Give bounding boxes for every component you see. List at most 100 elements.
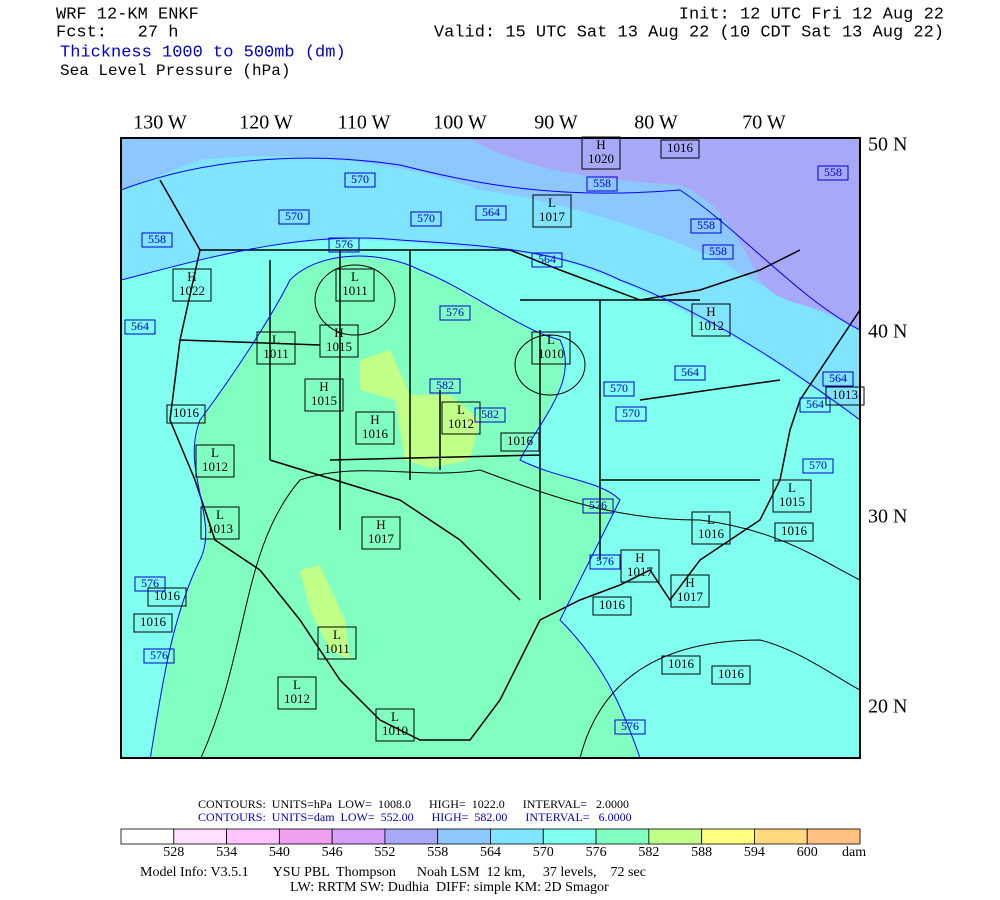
pressure-value: 1015 (311, 393, 337, 408)
field-582 (360, 350, 480, 468)
thickness-label: 558 (148, 232, 166, 246)
pressure-type: L (548, 195, 556, 210)
colorbar-label: 540 (269, 845, 290, 860)
colorbar-label: 564 (480, 845, 501, 860)
header-left: Fcst: 27 h (56, 23, 178, 42)
pressure-box (172, 268, 212, 302)
map-fields (121, 138, 860, 758)
colorbar-label: 576 (586, 845, 607, 860)
pressure-box (317, 626, 357, 660)
colorbar-label: 570 (533, 845, 554, 860)
colorbar-label: 534 (216, 845, 237, 860)
thickness-box (582, 498, 614, 514)
colorbar-label: 582 (638, 845, 659, 860)
pressure-value: 1011 (342, 283, 368, 298)
pressure-type: L (707, 512, 715, 527)
pressure-value: 1010 (538, 346, 564, 361)
pressure-type: H (596, 137, 605, 152)
pressure-value: 1012 (448, 416, 474, 431)
pressure-box (304, 378, 344, 412)
field-552 (470, 138, 860, 330)
thickness-contours (121, 157, 860, 758)
field-558 (121, 138, 860, 330)
pressure-value: 1016 (362, 426, 389, 441)
pressure-value: 1022 (179, 283, 205, 298)
thickness-box (410, 211, 442, 227)
pressure-value: 1020 (588, 151, 614, 166)
lon-label: 120 W (239, 112, 293, 134)
pressure-value: 1017 (677, 589, 704, 604)
pressure-box (147, 587, 187, 607)
color-swatch (278, 828, 333, 845)
thickness-box (475, 205, 507, 221)
pressure-box (825, 386, 865, 406)
pressure-value: 1015 (779, 494, 805, 509)
thickness-label: 570 (285, 209, 303, 223)
thickness-box (799, 397, 831, 413)
thickness-box (615, 406, 647, 422)
thickness-label: 576 (589, 498, 607, 512)
pressure-type: H (685, 575, 694, 590)
pressure-type: H (376, 517, 385, 532)
pressure-box (660, 139, 700, 159)
pressure-value: 1012 (202, 459, 228, 474)
lon-label: 80 W (634, 112, 678, 134)
pressure-type: H (319, 379, 328, 394)
pressure-type: L (333, 627, 341, 642)
pressure-box (532, 194, 572, 228)
contour-info: CONTOURS: UNITS=dam LOW= 552.00 HIGH= 58… (198, 810, 632, 824)
pressure-box (441, 401, 481, 435)
thickness-box (134, 576, 166, 592)
pressure-box (670, 574, 710, 608)
colorbar-unit: dam (842, 845, 866, 860)
thickness-label: 558 (709, 244, 727, 258)
color-swatch (542, 828, 597, 845)
pressure-value: 1011 (263, 346, 289, 361)
pressure-box (355, 411, 395, 445)
color-swatch (754, 828, 808, 845)
colorbar-label: 546 (322, 845, 343, 860)
thickness-box (439, 305, 471, 321)
colorbar: CONTOURS: UNITS=hPa LOW= 1008.0 HIGH= 10… (120, 797, 866, 860)
thickness-box (429, 378, 461, 394)
pressure-box (200, 506, 240, 540)
thickness-label: 576 (335, 237, 353, 251)
pressure-box (133, 613, 173, 633)
header-right: Valid: 15 UTC Sat 13 Aug 22 (10 CDT Sat … (434, 23, 944, 42)
lon-label: 100 W (433, 112, 487, 134)
thickness-box (802, 458, 834, 474)
thickness-label: 570 (417, 211, 435, 225)
thickness-box (278, 209, 310, 225)
thickness-box (328, 237, 360, 253)
pressure-box (711, 665, 751, 685)
pressure-value: 1016 (781, 523, 808, 538)
pressure-value: 1012 (284, 691, 310, 706)
pressure-type: L (293, 677, 301, 692)
thickness-label: 564 (538, 252, 556, 266)
pressure-value: 1016 (173, 405, 200, 420)
color-swatch (173, 828, 227, 845)
thickness-label: 582 (436, 378, 454, 392)
colorbar-label: 594 (744, 845, 765, 860)
pressure-value: 1017 (627, 564, 654, 579)
pressure-box (256, 331, 296, 365)
colorbar-label: 552 (374, 845, 395, 860)
pressure-type: L (211, 445, 219, 460)
thickness-box (822, 371, 854, 387)
pressure-box (277, 676, 317, 710)
thickness-box (674, 365, 706, 381)
thickness-label: 558 (824, 165, 842, 179)
pressure-box (361, 516, 401, 550)
pressure-box (774, 522, 814, 542)
thickness-box (702, 244, 734, 260)
color-swatch (595, 828, 650, 845)
colorbar-label: 600 (797, 845, 818, 860)
map-frame (120, 137, 861, 759)
header-right: Init: 12 UTC Fri 12 Aug 22 (679, 5, 944, 24)
pressure-box (581, 136, 621, 170)
thickness-label: 576 (596, 554, 614, 568)
color-swatch (490, 828, 544, 845)
contour-info: CONTOURS: UNITS=hPa LOW= 1008.0 HIGH= 10… (198, 797, 629, 811)
pressure-value: 1016 (718, 666, 745, 681)
lon-label: 90 W (534, 112, 578, 134)
